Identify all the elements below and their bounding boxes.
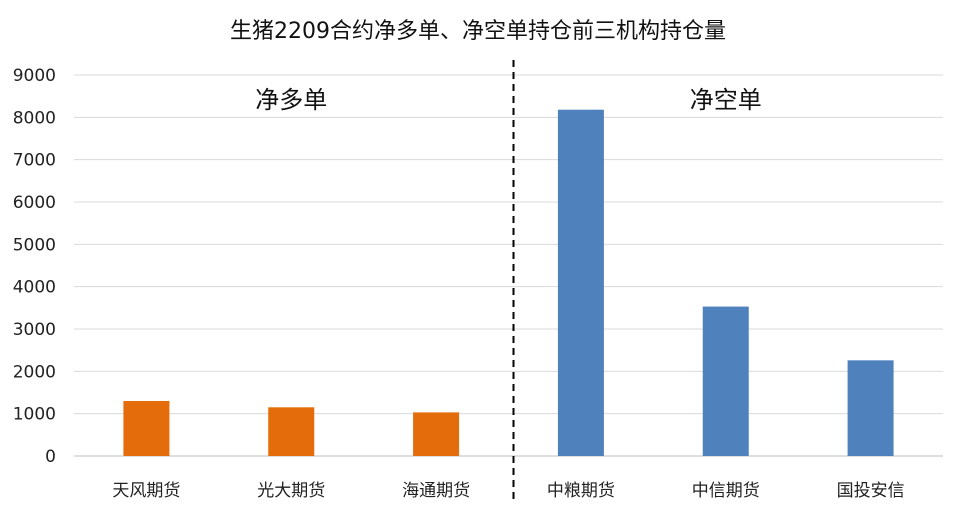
- section-labels: 净多单 净空单: [255, 86, 762, 114]
- x-category-label: 中粮期货: [547, 481, 615, 501]
- y-tick-label: 3000: [13, 320, 56, 340]
- section-label-1: 净多单: [255, 86, 327, 114]
- bar-5: [702, 306, 749, 456]
- section-label-2: 净空单: [690, 86, 762, 114]
- bar-4: [557, 109, 604, 457]
- x-category-label: 海通期货: [402, 481, 470, 501]
- bar-1: [123, 400, 170, 456]
- y-tick-label: 1000: [13, 405, 56, 425]
- x-category-label: 中信期货: [692, 481, 760, 501]
- chart-title: 生猪2209合约净多单、净空单持仓前三机构持仓量: [230, 19, 726, 44]
- x-category-label: 光大期货: [257, 481, 325, 501]
- y-tick-label: 5000: [13, 235, 56, 255]
- y-axis-ticks: 0 1000 2000 3000 4000 5000 6000 7000 8000 9000: [13, 66, 56, 467]
- y-tick-label: 7000: [13, 151, 56, 171]
- bar-2: [268, 407, 315, 456]
- bar-3: [413, 412, 460, 456]
- y-tick-label: 9000: [13, 66, 56, 86]
- y-tick-label: 8000: [13, 108, 56, 128]
- bars: [123, 109, 894, 457]
- grid-lines: [74, 74, 943, 457]
- bar-6: [847, 360, 894, 456]
- y-tick-label: 0: [45, 447, 56, 467]
- y-tick-label: 6000: [13, 193, 56, 213]
- x-category-label: 天风期货: [112, 481, 180, 501]
- x-category-label: 国投安信: [837, 481, 905, 501]
- y-tick-label: 2000: [13, 362, 56, 382]
- x-axis-categories: 天风期货 光大期货 海通期货 中粮期货 中信期货 国投安信: [112, 481, 904, 501]
- y-tick-label: 4000: [13, 278, 56, 298]
